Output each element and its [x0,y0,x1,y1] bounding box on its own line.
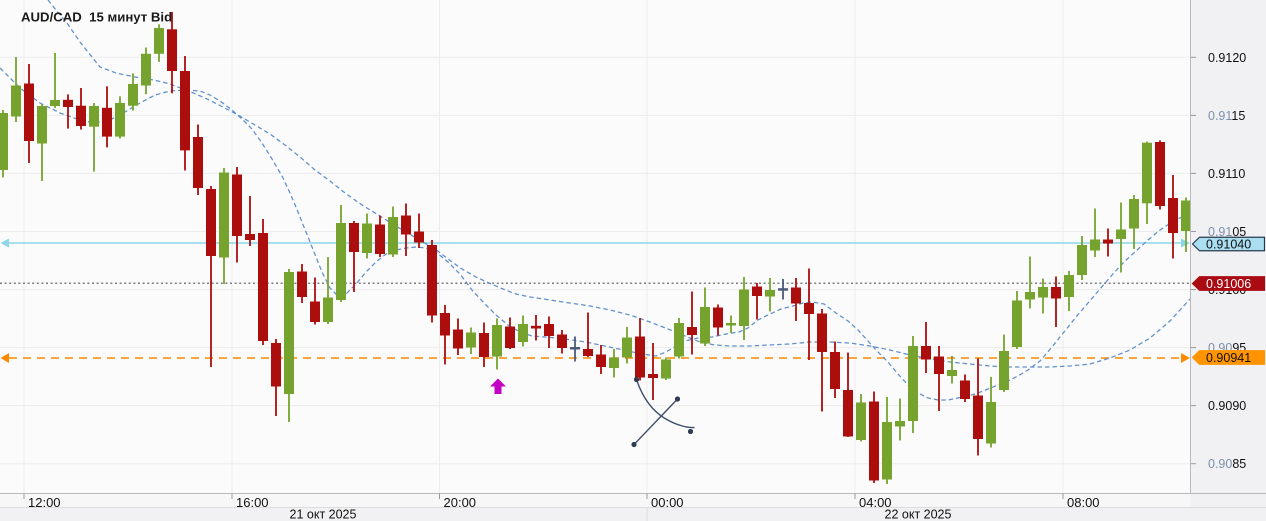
svg-text:16:00: 16:00 [236,495,269,510]
svg-text:0.9120: 0.9120 [1208,51,1246,65]
svg-text:0.9115: 0.9115 [1208,109,1245,123]
svg-text:04:00: 04:00 [859,495,892,510]
svg-text:00:00: 00:00 [651,495,684,510]
svg-text:0.9090: 0.9090 [1208,399,1246,413]
svg-text:08:00: 08:00 [1067,495,1100,510]
svg-text:0.91040: 0.91040 [1206,238,1251,252]
svg-text:0.9110: 0.9110 [1208,167,1245,181]
svg-text:0.9085: 0.9085 [1208,457,1246,471]
svg-text:0.91006: 0.91006 [1206,277,1251,291]
svg-text:21 окт 2025: 21 окт 2025 [290,508,357,521]
svg-text:0.9105: 0.9105 [1208,225,1246,239]
svg-text:20:00: 20:00 [444,495,477,510]
svg-text:22 окт 2025: 22 окт 2025 [885,508,952,521]
svg-text:AUD/CAD 15 минут Bid: AUD/CAD 15 минут Bid [21,10,172,25]
svg-text:12:00: 12:00 [28,495,61,510]
svg-text:0.90941: 0.90941 [1206,351,1251,365]
